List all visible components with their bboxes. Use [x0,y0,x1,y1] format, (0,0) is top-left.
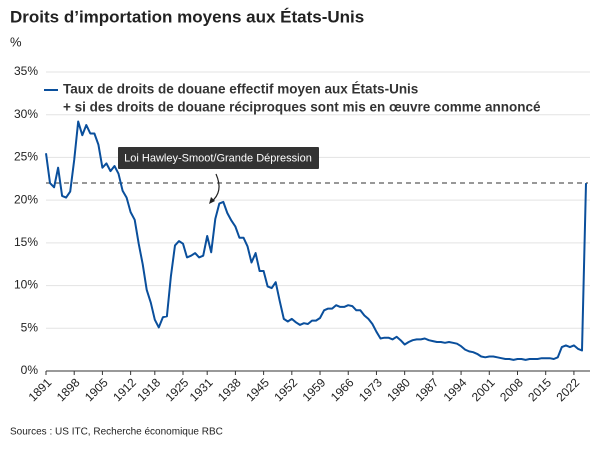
y-tick-label: 20% [14,192,38,206]
x-tick-label: 1966 [328,375,357,404]
x-tick-label: 2008 [497,375,526,404]
x-tick-label: 1898 [54,375,83,404]
y-tick-label: 30% [14,107,38,121]
chart-title: Droits d’importation moyens aux États-Un… [10,7,364,26]
annotation-arrowhead [209,197,215,204]
x-tick-label: 1905 [82,375,111,404]
x-tick-label: 1938 [215,375,244,404]
x-tick-label: 1973 [356,375,385,404]
x-tick-label: 2015 [525,375,554,404]
y-tick-label: 10% [14,278,38,292]
y-tick-label: 35% [14,64,38,78]
y-tick-label: 25% [14,150,38,164]
x-tick-label: 1925 [163,375,192,404]
annotation-box [118,147,319,169]
x-tick-label: 1987 [412,375,441,404]
x-tick-label: 2022 [553,375,582,404]
annotation: Loi Hawley-Smoot/Grande Dépression [124,152,312,164]
y-axis-label: % [10,34,22,49]
source: Sources : US ITC, Recherche économique R… [10,427,223,438]
series-line [45,120,587,361]
x-tick-label: 1952 [271,375,300,404]
x-tick-label: 2001 [469,375,498,404]
x-tick-label: 1912 [110,375,139,404]
x-tick-label: 1918 [134,375,163,404]
x-tick-label: 1994 [441,375,470,404]
x-tick-label: 1891 [26,375,55,404]
x-tick-label: 1945 [243,375,272,404]
x-tick-label: 1959 [300,375,329,404]
y-tick-label: 5% [21,320,39,334]
legend-note: + si des droits de douane réciproques so… [63,100,541,115]
legend-label: Taux de droits de douane effectif moyen … [63,82,418,97]
annotation-arrow [210,173,220,203]
y-tick-label: 0% [21,363,39,377]
x-tick-label: 1931 [187,375,216,404]
y-tick-label: 15% [14,235,38,249]
x-tick-label: 1980 [384,375,413,404]
